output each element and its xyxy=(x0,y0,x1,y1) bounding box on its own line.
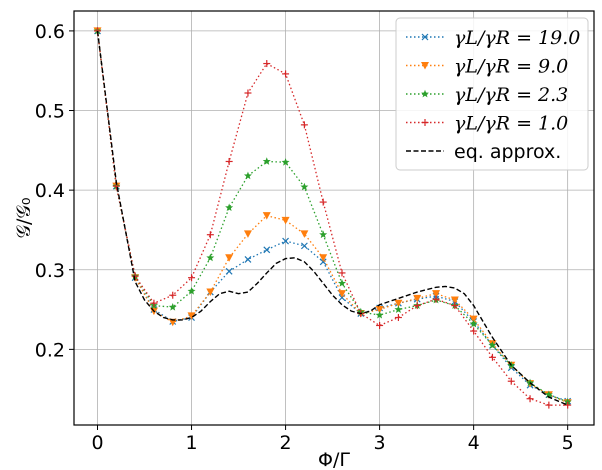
y-axis-label: 𝒢/𝒢₀ xyxy=(13,197,35,238)
approx-line xyxy=(96,30,568,406)
series-2-point xyxy=(168,318,177,327)
y-tick-label: 0.2 xyxy=(35,339,65,361)
series-4-point xyxy=(150,299,158,307)
legend-label: γL/γR = 19.0 xyxy=(454,27,580,49)
series-3-point xyxy=(243,171,252,180)
series-4-point xyxy=(169,291,177,299)
legend-marker xyxy=(421,33,429,41)
series-4-point xyxy=(244,89,252,97)
series-4-point xyxy=(300,121,308,129)
series-4-point xyxy=(470,327,478,335)
legend-label: eq. approx. xyxy=(454,141,561,163)
y-tick-label: 0.5 xyxy=(35,101,65,123)
series-1-point xyxy=(282,237,289,245)
y-tick-label: 0.6 xyxy=(35,21,65,43)
legend-label: γL/γR = 9.0 xyxy=(454,56,568,78)
axis-ticks: 0 1 2 3 4 5 0.2 0.3 0.4 0.5 0.6 xyxy=(35,21,574,454)
series-3-point xyxy=(262,157,271,165)
series-4-point xyxy=(394,314,402,322)
series-2-point xyxy=(262,212,271,220)
series-3-point xyxy=(225,203,234,212)
x-tick-label: 2 xyxy=(280,432,292,454)
series-4-point xyxy=(319,198,327,206)
series-line-2 xyxy=(96,30,568,404)
series-4-point xyxy=(413,302,421,310)
series-2-point xyxy=(300,230,309,238)
series-3-point xyxy=(300,182,309,191)
series-3-point xyxy=(469,319,478,328)
series-2-point xyxy=(337,290,346,298)
plot-frame xyxy=(73,10,595,426)
series-line-1 xyxy=(96,30,568,402)
series-1-point xyxy=(300,242,308,250)
legend-label: γL/γR = 1.0 xyxy=(454,113,568,135)
series-4-point xyxy=(225,157,233,165)
series-1-point xyxy=(263,246,271,254)
series-4-point xyxy=(188,274,196,282)
x-axis-label: Φ/Γ xyxy=(318,449,350,470)
legend: γL/γR = 19.0 γL/γR = 9.0 γL/γR = 2.3 γL/γR … xyxy=(395,17,589,171)
series-4-point xyxy=(376,321,384,329)
x-tick-label: 5 xyxy=(562,432,574,454)
series-3-point xyxy=(168,302,177,311)
series-2-point xyxy=(432,290,441,298)
series-3-point xyxy=(375,310,384,319)
legend-label: γL/γR = 2.3 xyxy=(454,84,568,106)
series-3-point xyxy=(281,158,290,166)
series-3-point xyxy=(544,390,553,399)
series-2-point xyxy=(319,254,328,262)
series-layer xyxy=(93,26,572,409)
x-tick-label: 1 xyxy=(185,432,197,454)
x-tick-label: 3 xyxy=(374,432,386,454)
series-2-point xyxy=(375,306,384,314)
series-4-point xyxy=(564,401,572,409)
series-3-point xyxy=(187,287,196,295)
y-tick-label: 0.4 xyxy=(35,180,65,202)
series-2-point xyxy=(187,312,196,320)
series-4-point xyxy=(282,70,290,78)
series-4-point xyxy=(338,269,346,277)
series-1-point xyxy=(225,267,233,275)
series-4-point xyxy=(206,231,214,239)
y-tick-label: 0.3 xyxy=(35,260,65,282)
series-2-point xyxy=(206,288,215,297)
series-4-point xyxy=(526,395,534,403)
series-3-point xyxy=(394,305,403,313)
series-2-point xyxy=(413,294,422,303)
series-2-point xyxy=(225,254,234,262)
legend-marker xyxy=(421,89,429,98)
series-4-point xyxy=(507,377,515,385)
series-4-point xyxy=(432,295,440,303)
legend-box xyxy=(395,17,589,171)
series-2-point xyxy=(394,299,403,308)
series-3-point xyxy=(206,253,215,262)
series-4-point xyxy=(263,60,271,68)
series-3-point xyxy=(319,230,328,239)
series-3-point xyxy=(563,397,572,406)
legend-marker xyxy=(421,119,429,126)
x-tick-label: 4 xyxy=(468,432,480,454)
series-3-point xyxy=(338,279,346,287)
series-line-4 xyxy=(96,30,568,406)
series-2-point xyxy=(243,230,252,238)
series-3-point xyxy=(488,341,497,349)
series-2-point xyxy=(281,216,290,225)
series-2-point xyxy=(469,315,478,324)
series-2-point xyxy=(450,296,459,305)
series-4-point xyxy=(451,302,459,310)
series-1-point xyxy=(244,255,252,263)
legend-marker xyxy=(421,62,429,70)
series-4-point xyxy=(488,353,496,361)
series-4-point xyxy=(545,401,553,409)
x-tick-label: 0 xyxy=(91,432,103,454)
